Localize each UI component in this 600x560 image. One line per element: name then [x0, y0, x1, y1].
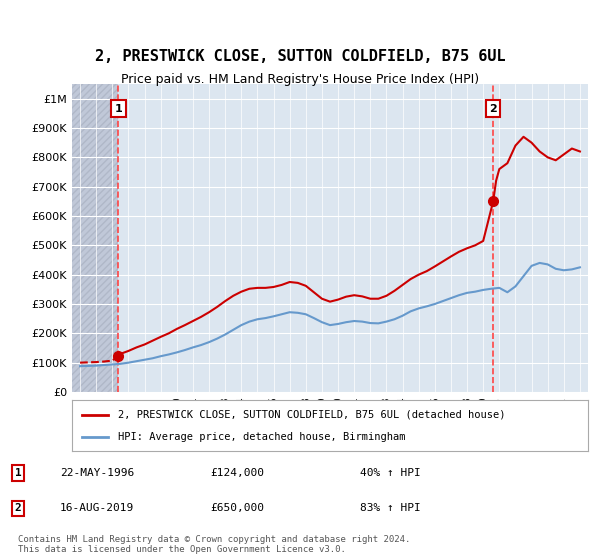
Text: Price paid vs. HM Land Registry's House Price Index (HPI): Price paid vs. HM Land Registry's House …	[121, 73, 479, 86]
Text: 40% ↑ HPI: 40% ↑ HPI	[360, 468, 421, 478]
Text: £650,000: £650,000	[210, 503, 264, 514]
Text: 2: 2	[490, 104, 497, 114]
Text: £124,000: £124,000	[210, 468, 264, 478]
Bar	[72, 84, 118, 392]
Text: 1: 1	[115, 104, 122, 114]
Text: 2, PRESTWICK CLOSE, SUTTON COLDFIELD, B75 6UL: 2, PRESTWICK CLOSE, SUTTON COLDFIELD, B7…	[95, 49, 505, 64]
Text: HPI: Average price, detached house, Birmingham: HPI: Average price, detached house, Birm…	[118, 432, 406, 442]
Text: 22-MAY-1996: 22-MAY-1996	[60, 468, 134, 478]
Text: 16-AUG-2019: 16-AUG-2019	[60, 503, 134, 514]
Text: 1: 1	[14, 468, 22, 478]
Text: 83% ↑ HPI: 83% ↑ HPI	[360, 503, 421, 514]
Text: Contains HM Land Registry data © Crown copyright and database right 2024.
This d: Contains HM Land Registry data © Crown c…	[18, 535, 410, 554]
Text: 2, PRESTWICK CLOSE, SUTTON COLDFIELD, B75 6UL (detached house): 2, PRESTWICK CLOSE, SUTTON COLDFIELD, B7…	[118, 409, 506, 419]
Text: 2: 2	[14, 503, 22, 514]
